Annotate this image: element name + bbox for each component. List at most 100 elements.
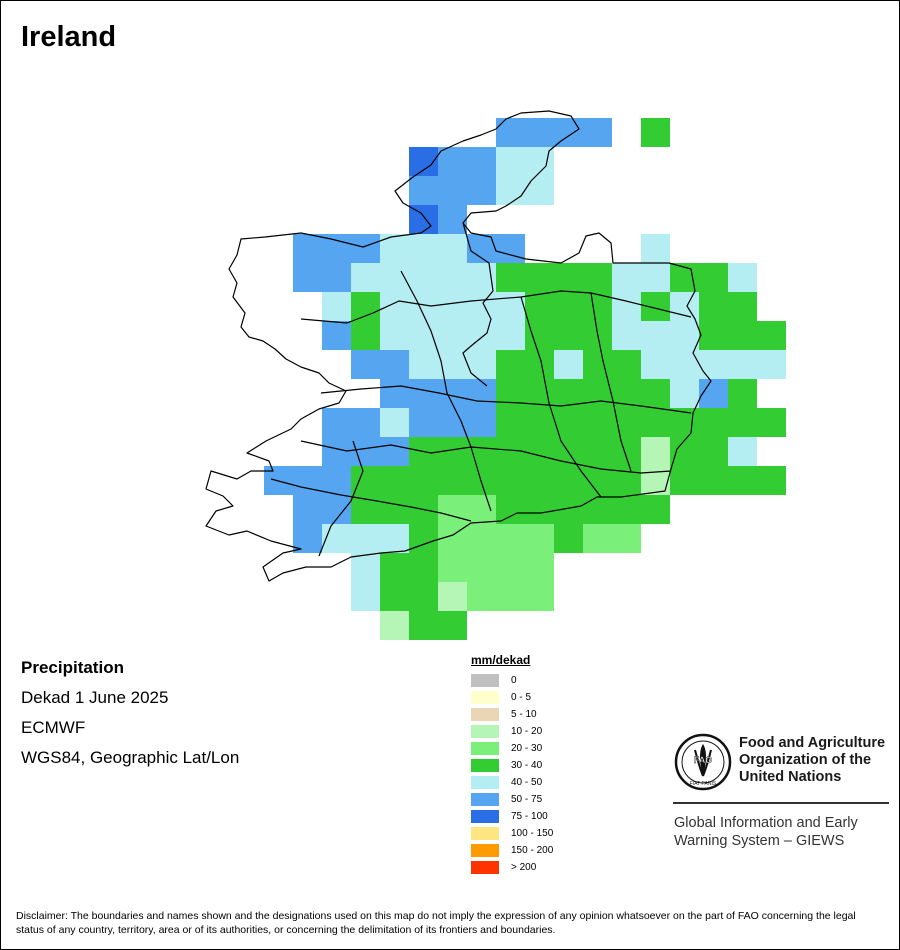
precipitation-cell [380,408,409,437]
precipitation-cell [496,350,525,379]
legend-item: 20 - 30 [471,740,553,757]
precipitation-cell [351,321,380,350]
precipitation-cell [438,466,467,495]
precipitation-cell [641,292,670,321]
precipitation-cell [641,408,670,437]
precipitation-cell [351,408,380,437]
precipitation-cell [554,292,583,321]
precipitation-cell [728,321,757,350]
precipitation-cell [380,582,409,611]
legend-swatch [471,708,499,721]
precipitation-cell [438,611,467,640]
precipitation-cell [322,234,351,263]
precipitation-cell [670,350,699,379]
northern-ireland-border [462,222,494,387]
precipitation-cell [409,379,438,408]
precipitation-cell [467,350,496,379]
precipitation-cell [467,437,496,466]
precipitation-cell [612,350,641,379]
precipitation-cell [496,582,525,611]
precipitation-cell [380,524,409,553]
legend-swatch [471,691,499,704]
precipitation-cell [438,321,467,350]
precipitation-cell [699,321,728,350]
precipitation-cell [409,350,438,379]
precipitation-cell [467,408,496,437]
precipitation-grid [264,118,786,640]
precipitation-cell [380,379,409,408]
precipitation-map [205,110,786,640]
precipitation-cell [699,263,728,292]
precipitation-cell [467,147,496,176]
precipitation-cell [438,582,467,611]
legend-rows: 0 0 - 5 5 - 10 10 - 20 20 - 30 30 - 40 40 - 50… [471,672,553,876]
precipitation-cell [757,350,786,379]
legend-item: 100 - 150 [471,825,553,842]
legend-item: 50 - 75 [471,791,553,808]
precipitation-cell [525,350,554,379]
precipitation-cell [438,147,467,176]
precipitation-cell [699,379,728,408]
logo-divider [673,802,889,804]
precipitation-cell [438,205,467,234]
precipitation-cell [757,408,786,437]
legend-label: > 200 [511,862,537,873]
precipitation-cell [351,292,380,321]
precipitation-cell [554,263,583,292]
precipitation-cell [699,408,728,437]
precipitation-cell [583,350,612,379]
county-boundary [590,292,632,472]
precipitation-cell [467,292,496,321]
precipitation-cell [496,495,525,524]
legend-label: 50 - 75 [511,794,543,805]
precipitation-cell [467,176,496,205]
precipitation-cell [380,234,409,263]
precipitation-cell [525,292,554,321]
precipitation-cell [438,553,467,582]
precipitation-cell [322,437,351,466]
precipitation-cell [641,350,670,379]
precipitation-cell [322,408,351,437]
precipitation-cell [525,408,554,437]
precipitation-cell [380,350,409,379]
precipitation-cell [351,263,380,292]
precipitation-cell [583,118,612,147]
precipitation-cell [438,495,467,524]
disclaimer-text: Disclaimer: The boundaries and names sho… [16,910,856,936]
precipitation-cell [351,524,380,553]
precipitation-cell [728,292,757,321]
legend-item: 40 - 50 [471,774,553,791]
precipitation-cell [467,553,496,582]
precipitation-cell [409,205,438,234]
map-info: Precipitation Dekad 1 June 2025 ECMWF WG… [21,657,239,777]
precipitation-cell [554,466,583,495]
legend-swatch [471,759,499,772]
precipitation-cell [496,553,525,582]
legend-unit: mm/dekad [471,653,531,667]
precipitation-cell [641,263,670,292]
precipitation-cell [554,379,583,408]
precipitation-cell [641,118,670,147]
precipitation-cell [467,582,496,611]
precipitation-cell [380,292,409,321]
variable-label: Precipitation [21,658,124,677]
precipitation-cell [525,553,554,582]
precipitation-cell [496,466,525,495]
legend-swatch [471,827,499,840]
fao-emblem-letters: FAO [694,755,713,765]
precipitation-cell [409,553,438,582]
precipitation-cell [322,263,351,292]
legend-item: 75 - 100 [471,808,553,825]
legend-label: 10 - 20 [511,726,543,737]
precipitation-cell [496,524,525,553]
precipitation-cell [438,292,467,321]
map-title: Ireland [21,21,117,53]
county-boundary [300,440,672,474]
precipitation-cell [351,553,380,582]
precipitation-cell [351,234,380,263]
precipitation-cell [438,263,467,292]
precipitation-cell [467,466,496,495]
precipitation-cell [438,350,467,379]
precipitation-cell [641,379,670,408]
